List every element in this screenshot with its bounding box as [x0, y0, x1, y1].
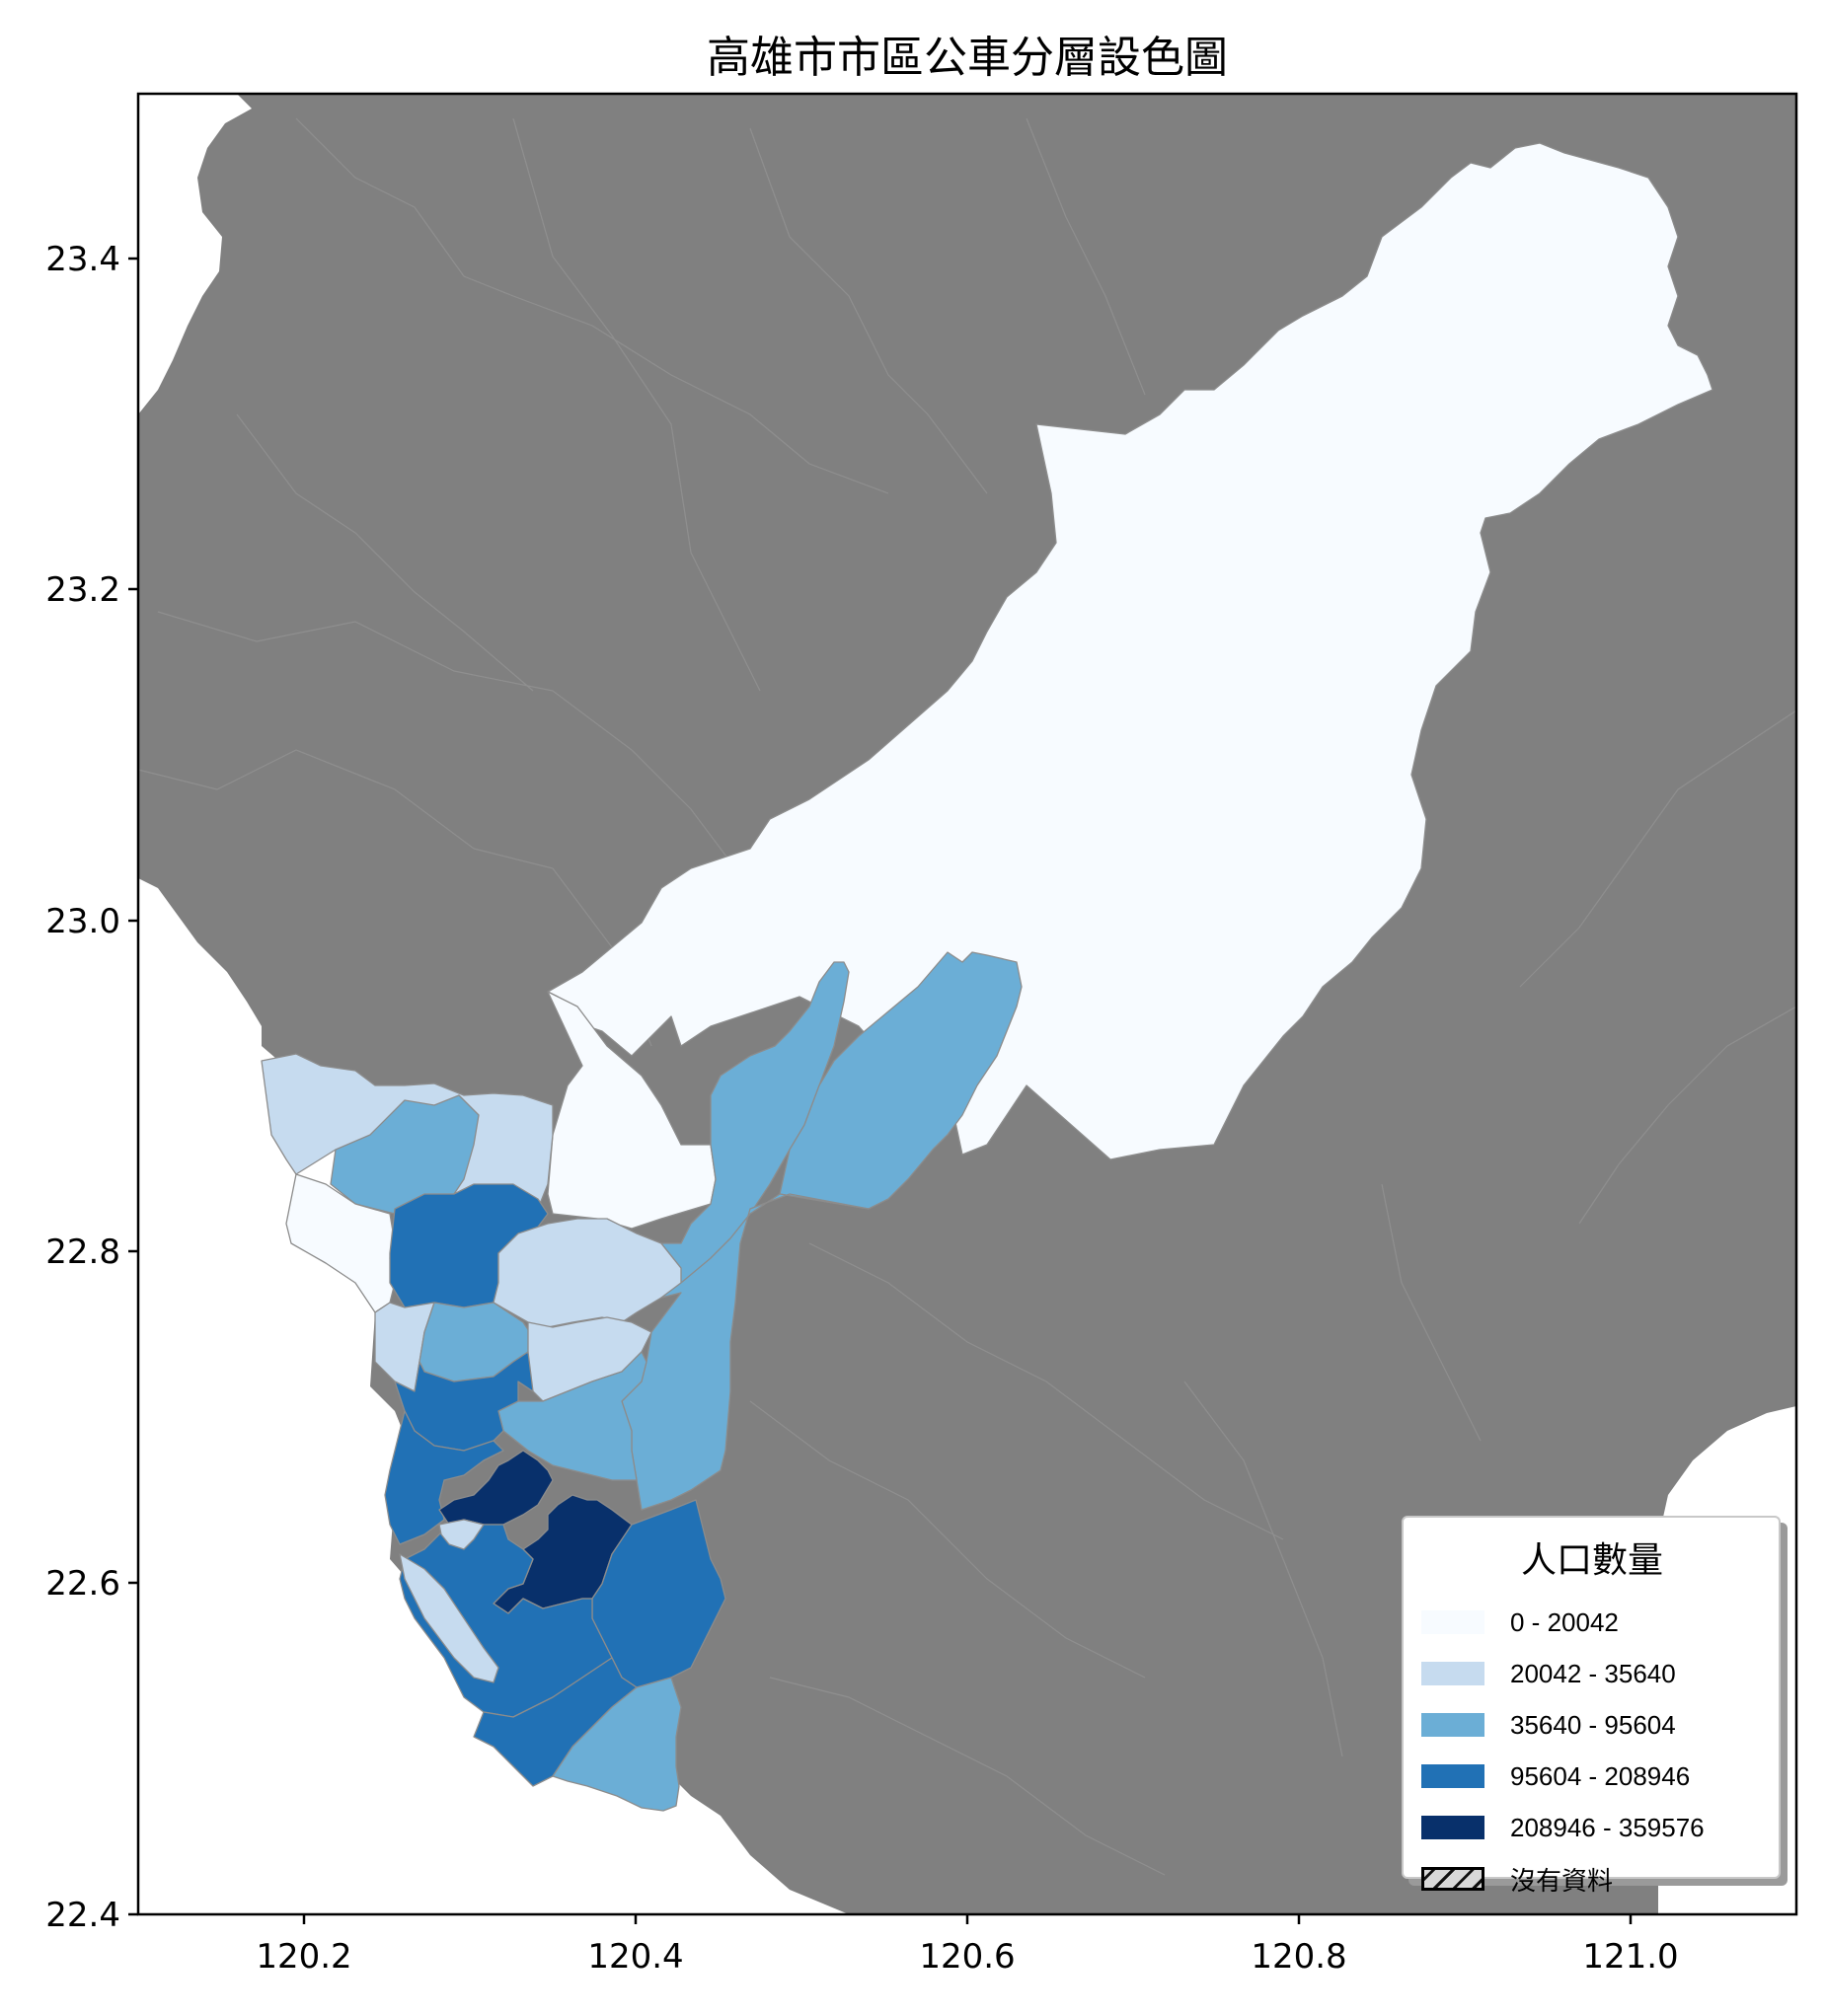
- legend-label: 208946 - 359576: [1510, 1812, 1705, 1842]
- x-tick-label: 120.8: [1251, 1937, 1346, 1977]
- x-tick-label: 121.0: [1582, 1937, 1678, 1977]
- legend-label: 35640 - 95604: [1510, 1709, 1676, 1740]
- legend-label: 95604 - 208946: [1510, 1760, 1691, 1791]
- x-tick-label: 120.4: [587, 1937, 683, 1977]
- y-tick-label: 22.8: [45, 1232, 120, 1272]
- legend-swatch: [1421, 1764, 1484, 1788]
- district-east-medium-upper: [779, 951, 1023, 1210]
- x-tick-label: 120.2: [256, 1937, 351, 1977]
- map-title: 高雄市市區公車分層設色圖: [707, 33, 1228, 83]
- x-tick-label: 120.6: [919, 1937, 1015, 1977]
- district-northeast-mountain: [547, 142, 1713, 1160]
- legend-swatch: [1421, 1610, 1484, 1634]
- legend-label: 沒有資料: [1510, 1865, 1614, 1896]
- legend-item: 20042 - 35640: [1421, 1648, 1763, 1699]
- district-far-south-medium: [552, 1677, 682, 1812]
- district-south-darkblue-coast: [399, 1519, 613, 1718]
- legend-swatch: [1421, 1713, 1484, 1737]
- legend-item: 0 - 20042: [1421, 1597, 1763, 1648]
- y-tick-label: 22.4: [45, 1896, 120, 1935]
- legend-item: 35640 - 95604: [1421, 1699, 1763, 1751]
- legend: 人口數量 0 - 20042 20042 - 35640 35640 - 956…: [1402, 1516, 1781, 1896]
- district-west-white-left: [285, 1173, 396, 1313]
- neighbor-boundaries: [138, 117, 1796, 1876]
- coastline-north: [138, 94, 252, 414]
- legend-item: 沒有資料: [1421, 1853, 1763, 1904]
- y-tick-label: 23.4: [45, 240, 120, 279]
- district-north-white: [547, 991, 717, 1230]
- y-tick-label: 22.6: [45, 1564, 120, 1604]
- district-east-medium-long: [660, 961, 850, 1294]
- x-axis: [302, 1914, 1633, 1924]
- legend-swatch-hatched: [1421, 1867, 1484, 1891]
- legend-swatch: [1421, 1816, 1484, 1839]
- legend-swatch: [1421, 1662, 1484, 1685]
- y-tick-label: 23.0: [45, 902, 120, 941]
- kaohsiung-districts: [261, 142, 1713, 1812]
- legend-item: 208946 - 359576: [1421, 1802, 1763, 1853]
- y-axis: [128, 257, 138, 1916]
- legend-label: 20042 - 35640: [1510, 1658, 1676, 1688]
- district-harbor-light: [399, 1553, 499, 1683]
- district-harbor-small-light: [438, 1519, 485, 1550]
- district-west-darkblue3: [384, 1410, 504, 1545]
- legend-title: 人口數量: [1520, 1540, 1663, 1581]
- legend-label: 0 - 20042: [1510, 1606, 1619, 1637]
- y-tick-label: 23.2: [45, 570, 120, 610]
- legend-item: 95604 - 208946: [1421, 1751, 1763, 1802]
